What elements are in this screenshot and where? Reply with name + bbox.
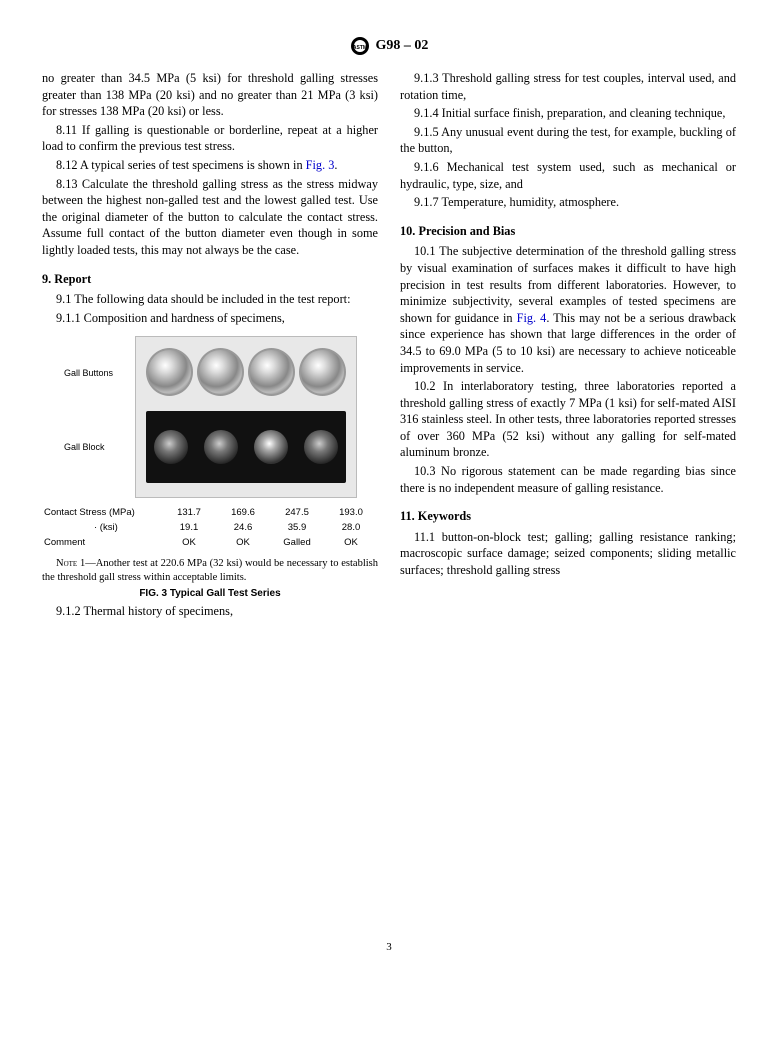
cell: 169.6 <box>216 506 270 521</box>
table-row: · (ksi) 19.1 24.6 35.9 28.0 <box>42 521 378 536</box>
para-11-1: 11.1 button-on-block test; galling; gall… <box>400 529 736 579</box>
stress-table: Contact Stress (MPa) 131.7 169.6 247.5 1… <box>42 506 378 550</box>
cell: OK <box>324 536 378 551</box>
block-impression-icon <box>204 430 238 464</box>
para-8-10-cont: no greater than 34.5 MPa (5 ksi) for thr… <box>42 70 378 120</box>
cell: 131.7 <box>162 506 216 521</box>
figure-3-note: Note 1—Another test at 220.6 MPa (32 ksi… <box>42 557 378 585</box>
row-label: · (ksi) <box>42 521 162 536</box>
para-9-1-5: 9.1.5 Any unusual event during the test,… <box>400 124 736 157</box>
gall-button-icon <box>197 348 244 396</box>
para-9-1: 9.1 The following data should be include… <box>42 291 378 308</box>
page-number: 3 <box>42 940 736 955</box>
block-impression-icon <box>304 430 338 464</box>
para-9-1-2: 9.1.2 Thermal history of specimens, <box>42 603 378 620</box>
note-smallcaps: Note <box>42 557 77 571</box>
body-columns: no greater than 34.5 MPa (5 ksi) for thr… <box>42 70 736 620</box>
designation-text: G98 – 02 <box>376 37 429 56</box>
para-8-11: 8.11 If galling is questionable or borde… <box>42 122 378 155</box>
table-row: Comment OK OK Galled OK <box>42 536 378 551</box>
gall-button-icon <box>299 348 346 396</box>
cell: 247.5 <box>270 506 324 521</box>
figure-3: Gall Buttons Gall Block Contact Stress (… <box>42 336 378 600</box>
gall-buttons-label: Gall Buttons <box>64 367 113 379</box>
svg-text:ASTM: ASTM <box>352 45 366 51</box>
table-row: Contact Stress (MPa) 131.7 169.6 247.5 1… <box>42 506 378 521</box>
para-9-1-6: 9.1.6 Mechanical test system used, such … <box>400 159 736 192</box>
para-8-13: 8.13 Calculate the threshold galling str… <box>42 176 378 259</box>
section-10-title: 10. Precision and Bias <box>400 223 736 240</box>
fig4-link[interactable]: Fig. 4 <box>517 311 547 325</box>
para-8-12-b: . <box>334 158 337 172</box>
figure-3-caption: FIG. 3 Typical Gall Test Series <box>42 587 378 601</box>
cell: 28.0 <box>324 521 378 536</box>
para-8-12: 8.12 A typical series of test specimens … <box>42 157 378 174</box>
fig3-link[interactable]: Fig. 3 <box>306 158 335 172</box>
cell: 24.6 <box>216 521 270 536</box>
cell: OK <box>162 536 216 551</box>
para-9-1-3: 9.1.3 Threshold galling stress for test … <box>400 70 736 103</box>
para-9-1-7: 9.1.7 Temperature, humidity, atmosphere. <box>400 194 736 211</box>
cell: Galled <box>270 536 324 551</box>
row-label: Contact Stress (MPa) <box>42 506 162 521</box>
para-9-1-4: 9.1.4 Initial surface finish, preparatio… <box>400 105 736 122</box>
para-9-1-1: 9.1.1 Composition and hardness of specim… <box>42 310 378 327</box>
para-10-2: 10.2 In interlaboratory testing, three l… <box>400 378 736 461</box>
block-impression-icon <box>154 430 188 464</box>
gall-block-label: Gall Block <box>64 441 105 453</box>
page-header: ASTM G98 – 02 <box>42 36 736 56</box>
cell: OK <box>216 536 270 551</box>
note-body: 1—Another test at 220.6 MPa (32 ksi) wou… <box>42 558 378 583</box>
gall-buttons-row <box>146 343 346 401</box>
para-8-12-a: 8.12 A typical series of test specimens … <box>56 158 306 172</box>
figure-3-photo: Gall Buttons Gall Block <box>135 336 357 498</box>
gall-button-icon <box>146 348 193 396</box>
cell: 35.9 <box>270 521 324 536</box>
gall-button-icon <box>248 348 295 396</box>
para-10-3: 10.3 No rigorous statement can be made r… <box>400 463 736 496</box>
para-10-1: 10.1 The subjective determination of the… <box>400 243 736 376</box>
gall-block-img <box>146 411 346 483</box>
section-9-title: 9. Report <box>42 271 378 288</box>
astm-logo-icon: ASTM <box>350 36 370 56</box>
row-label: Comment <box>42 536 162 551</box>
cell: 19.1 <box>162 521 216 536</box>
cell: 193.0 <box>324 506 378 521</box>
section-11-title: 11. Keywords <box>400 508 736 525</box>
block-impression-icon <box>254 430 288 464</box>
